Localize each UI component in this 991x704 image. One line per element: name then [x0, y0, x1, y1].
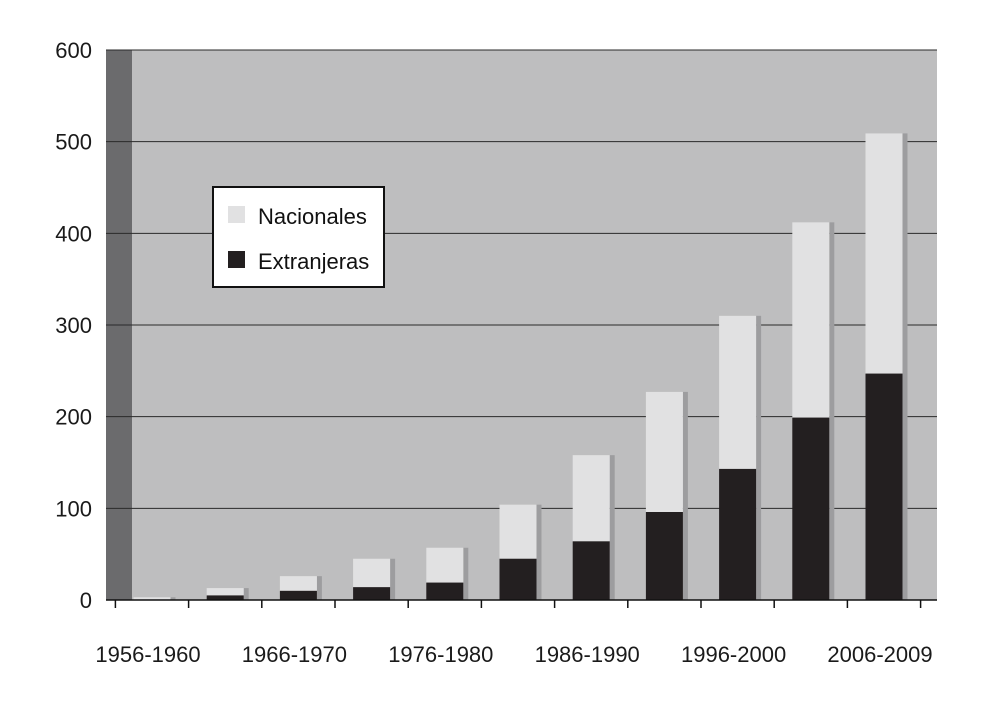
- bar-nacionales: [206, 588, 244, 596]
- bars: [133, 133, 908, 601]
- bar-extranjeras: [279, 590, 317, 600]
- bar-shadow: [609, 455, 615, 600]
- bar-extranjeras: [865, 373, 903, 600]
- x-tick-label: 1956-1960: [95, 642, 200, 667]
- x-tick-label: 2006-2009: [827, 642, 932, 667]
- bar-nacionales: [645, 391, 683, 512]
- bar-shadow: [536, 504, 542, 600]
- bar-extranjeras: [645, 512, 683, 600]
- bar-shadow: [243, 588, 249, 600]
- bar-extranjeras: [572, 541, 610, 600]
- bar-nacionales: [865, 133, 903, 374]
- bar-shadow: [902, 133, 908, 600]
- bar-shadow: [463, 547, 469, 600]
- bar-nacionales: [499, 504, 537, 559]
- y-tick-label: 200: [55, 405, 92, 430]
- bar-extranjeras: [426, 582, 464, 600]
- bar-nacionales: [426, 547, 464, 583]
- bar-extranjeras: [206, 595, 244, 600]
- y-axis: 0 100 200 300 400 500 600: [55, 38, 92, 613]
- bar-shadow: [316, 576, 322, 600]
- bar-nacionales: [353, 558, 391, 588]
- bar-nacionales: [572, 455, 610, 542]
- legend-swatch-extranjeras: [228, 251, 245, 268]
- bar-shadow: [170, 597, 176, 600]
- bar-shadow: [829, 222, 835, 601]
- bar-nacionales: [719, 315, 757, 469]
- y-tick-label: 100: [55, 496, 92, 521]
- legend-label-nacionales: Nacionales: [258, 204, 367, 229]
- legend-label-extranjeras: Extranjeras: [258, 249, 369, 274]
- bar-extranjeras: [353, 587, 391, 600]
- y-tick-label: 600: [55, 38, 92, 63]
- bar-extranjeras: [499, 558, 537, 600]
- bar-nacionales: [279, 576, 317, 591]
- x-tick-label: 1996-2000: [681, 642, 786, 667]
- y-tick-label: 0: [80, 588, 92, 613]
- bar-shadow: [390, 558, 396, 600]
- bar-nacionales: [133, 597, 171, 600]
- bar-nacionales: [792, 222, 830, 418]
- y-tick-label: 400: [55, 221, 92, 246]
- legend: Nacionales Extranjeras: [212, 186, 385, 288]
- y-tick-label: 300: [55, 313, 92, 338]
- bar-shadow: [756, 315, 762, 600]
- x-tick-label: 1976-1980: [388, 642, 493, 667]
- y-tick-label: 500: [55, 130, 92, 155]
- bar-extranjeras: [719, 468, 757, 600]
- bar-shadow: [682, 391, 688, 600]
- x-tick-label: 1986-1990: [535, 642, 640, 667]
- x-tick-label: 1966-1970: [242, 642, 347, 667]
- bar-extranjeras: [792, 417, 830, 600]
- legend-swatch-nacionales: [228, 206, 245, 223]
- x-axis: 1956-1960 1966-1970 1976-1980 1986-1990 1996…: [95, 599, 937, 667]
- legend-box: [212, 186, 385, 288]
